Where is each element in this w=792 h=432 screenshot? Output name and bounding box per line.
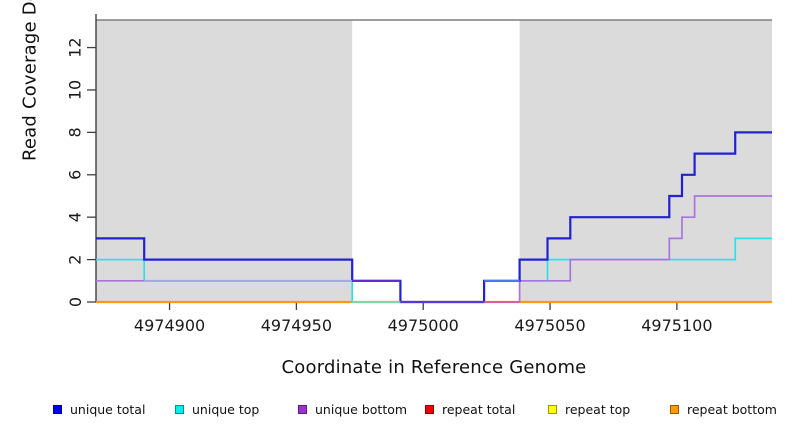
x-tick-label: 4975100 [641,316,712,335]
y-tick-label: 6 [66,170,85,180]
y-tick-label: 4 [66,212,85,222]
x-tick-label: 4975050 [514,316,585,335]
y-tick-label: 0 [66,297,85,307]
y-tick-label: 2 [66,255,85,265]
x-tick-label: 4974900 [134,316,205,335]
y-tick-label: 12 [66,37,85,57]
y-tick-label: 8 [66,127,85,137]
x-tick-label: 4975000 [388,316,459,335]
y-tick-label: 10 [66,80,85,100]
shaded-region [519,20,772,302]
shaded-region [96,20,353,302]
line-unique-total [96,131,772,304]
x-tick-label: 4974950 [261,316,332,335]
x-axis-title: Coordinate in Reference Genome [281,357,587,378]
